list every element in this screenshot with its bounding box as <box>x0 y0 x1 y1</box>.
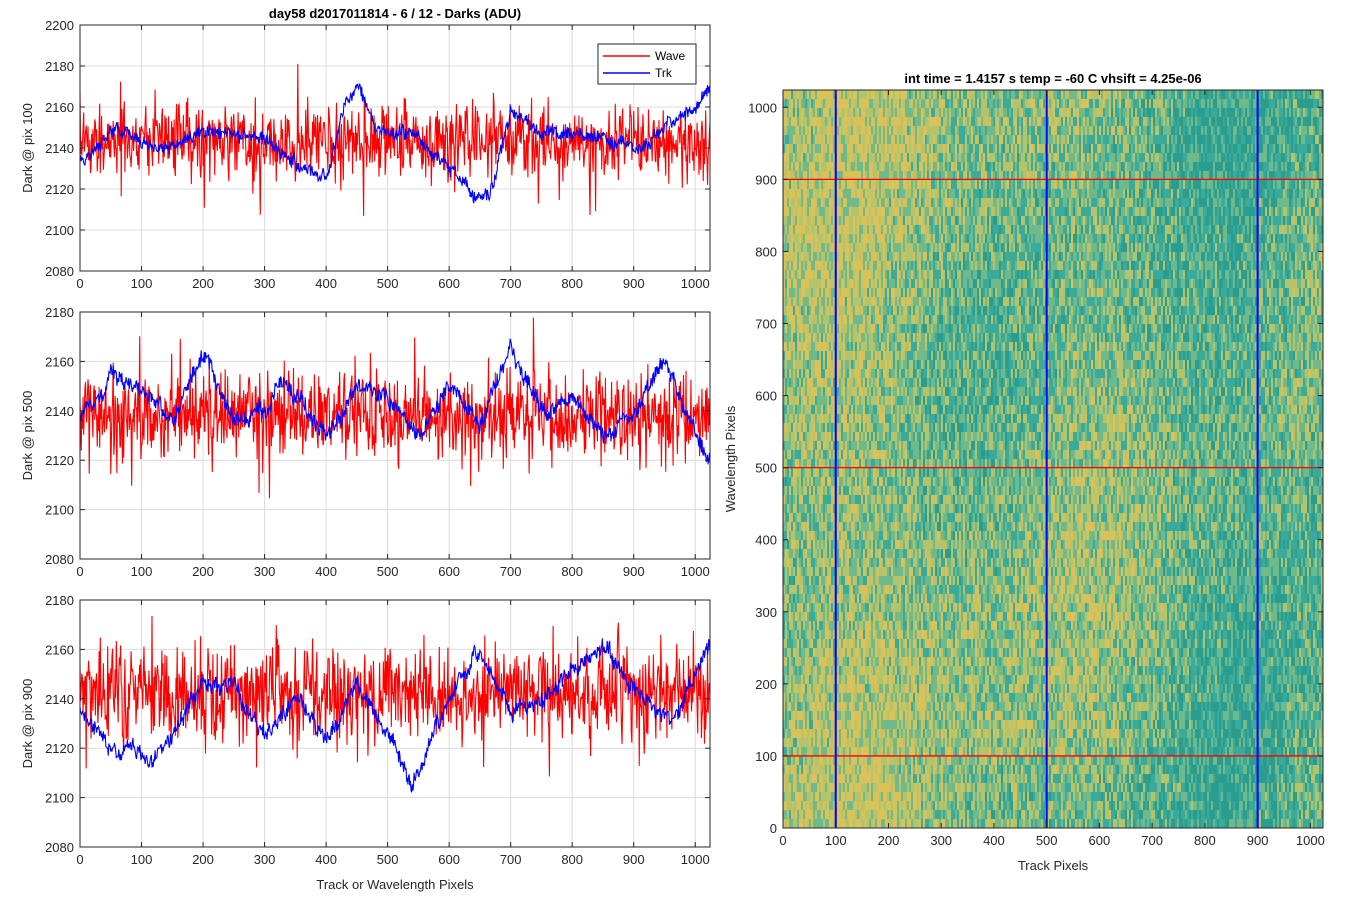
legend-label-wave: Wave <box>655 49 686 63</box>
x-tick-label: 0 <box>76 276 83 291</box>
y-axis-label: Dark @ pix 100 <box>20 103 35 193</box>
y-tick-label: 2080 <box>45 552 74 567</box>
y-tick-label: 800 <box>755 244 777 259</box>
x-tick-label: 200 <box>192 564 214 579</box>
y-axis-label: Dark @ pix 500 <box>20 391 35 481</box>
x-tick-label: 1000 <box>681 276 710 291</box>
plot-dark-pix-100: 0 100 200 300 400 500 600 700 800 900 1000 2080 2100… <box>20 6 710 291</box>
y-tick-label: 300 <box>755 605 777 620</box>
y-tick-label: 2200 <box>45 18 74 33</box>
x-tick-label: 800 <box>561 852 583 867</box>
x-tick-label: 700 <box>500 564 522 579</box>
y-tick-label: 200 <box>755 677 777 692</box>
y-tick-label: 2120 <box>45 453 74 468</box>
x-tick-label: 300 <box>254 564 276 579</box>
y-tick-label: 2180 <box>45 305 74 320</box>
x-tick-label: 1000 <box>681 564 710 579</box>
x-tick-label: 400 <box>315 564 337 579</box>
x-tick-label: 900 <box>623 852 645 867</box>
legend-label-trk: Trk <box>655 66 673 80</box>
x-tick-label: 800 <box>561 564 583 579</box>
x-tick-label: 900 <box>1247 833 1269 848</box>
y-tick-label: 2120 <box>45 741 74 756</box>
y-tick-label: 2100 <box>45 223 74 238</box>
y-tick-label: 100 <box>755 749 777 764</box>
chart-title: day58 d2017011814 - 6 / 12 - Darks (ADU) <box>269 6 521 21</box>
x-tick-label: 600 <box>438 564 460 579</box>
x-tick-label: 1000 <box>1296 833 1325 848</box>
y-tick-label: 2180 <box>45 59 74 74</box>
x-tick-label: 800 <box>1194 833 1216 848</box>
x-tick-label: 500 <box>377 276 399 291</box>
x-tick-label: 300 <box>254 852 276 867</box>
x-tick-label: 100 <box>131 276 153 291</box>
x-tick-label: 100 <box>131 852 153 867</box>
x-tick-label: 700 <box>500 276 522 291</box>
x-tick-label: 200 <box>192 276 214 291</box>
x-tick-label: 600 <box>1089 833 1111 848</box>
y-tick-label: 1000 <box>748 100 777 115</box>
y-tick-label: 0 <box>770 821 777 836</box>
y-tick-label: 2140 <box>45 141 74 156</box>
x-axis-label: Track Pixels <box>1018 858 1089 873</box>
x-tick-label: 800 <box>561 276 583 291</box>
y-tick-label: 400 <box>755 533 777 548</box>
y-tick-label: 700 <box>755 317 777 332</box>
plot-dark-pix-900: 0 100 200 300 400 500 600 700 800 900 1000 2080 2100… <box>20 593 710 892</box>
y-axis-label: Dark @ pix 900 <box>20 679 35 769</box>
x-tick-label: 100 <box>825 833 847 848</box>
x-tick-label: 700 <box>1141 833 1163 848</box>
y-tick-label: 2080 <box>45 840 74 855</box>
x-tick-label: 0 <box>76 852 83 867</box>
x-tick-label: 400 <box>983 833 1005 848</box>
x-axis-label: Track or Wavelength Pixels <box>316 877 474 892</box>
x-tick-label: 400 <box>315 852 337 867</box>
x-tick-label: 700 <box>500 852 522 867</box>
x-tick-label: 500 <box>1036 833 1058 848</box>
y-tick-label: 2140 <box>45 692 74 707</box>
chart-title: int time = 1.4157 s temp = -60 C vhsift … <box>904 71 1201 86</box>
y-tick-label: 2100 <box>45 791 74 806</box>
y-tick-label: 500 <box>755 461 777 476</box>
x-tick-label: 500 <box>377 564 399 579</box>
x-tick-label: 900 <box>623 276 645 291</box>
heatmap <box>783 90 1323 828</box>
y-tick-label: 2160 <box>45 642 74 657</box>
x-tick-label: 900 <box>623 564 645 579</box>
x-tick-label: 300 <box>254 276 276 291</box>
x-tick-label: 0 <box>76 564 83 579</box>
x-tick-label: 300 <box>930 833 952 848</box>
y-tick-label: 2140 <box>45 404 74 419</box>
y-tick-label: 2100 <box>45 503 74 518</box>
x-tick-label: 600 <box>438 276 460 291</box>
y-tick-label: 2160 <box>45 354 74 369</box>
y-tick-label: 600 <box>755 389 777 404</box>
plot-dark-pix-500: 0 100 200 300 400 500 600 700 800 900 1000 2080 2100… <box>20 305 710 579</box>
x-tick-label: 1000 <box>681 852 710 867</box>
y-tick-label: 900 <box>755 172 777 187</box>
x-tick-label: 500 <box>377 852 399 867</box>
y-tick-label: 2180 <box>45 593 74 608</box>
x-tick-label: 0 <box>779 833 786 848</box>
x-tick-label: 200 <box>192 852 214 867</box>
legend: Wave Trk <box>598 44 696 84</box>
x-tick-label: 100 <box>131 564 153 579</box>
y-tick-label: 2080 <box>45 264 74 279</box>
plot-dark-image: 0 100 200 300 400 500 600 700 800 900 1000 0 100 200 3… <box>723 71 1325 873</box>
x-tick-label: 200 <box>878 833 900 848</box>
x-tick-label: 400 <box>315 276 337 291</box>
y-tick-label: 2160 <box>45 100 74 115</box>
x-tick-label: 600 <box>438 852 460 867</box>
y-axis-label: Wavelength Pixels <box>723 405 738 512</box>
y-tick-label: 2120 <box>45 182 74 197</box>
